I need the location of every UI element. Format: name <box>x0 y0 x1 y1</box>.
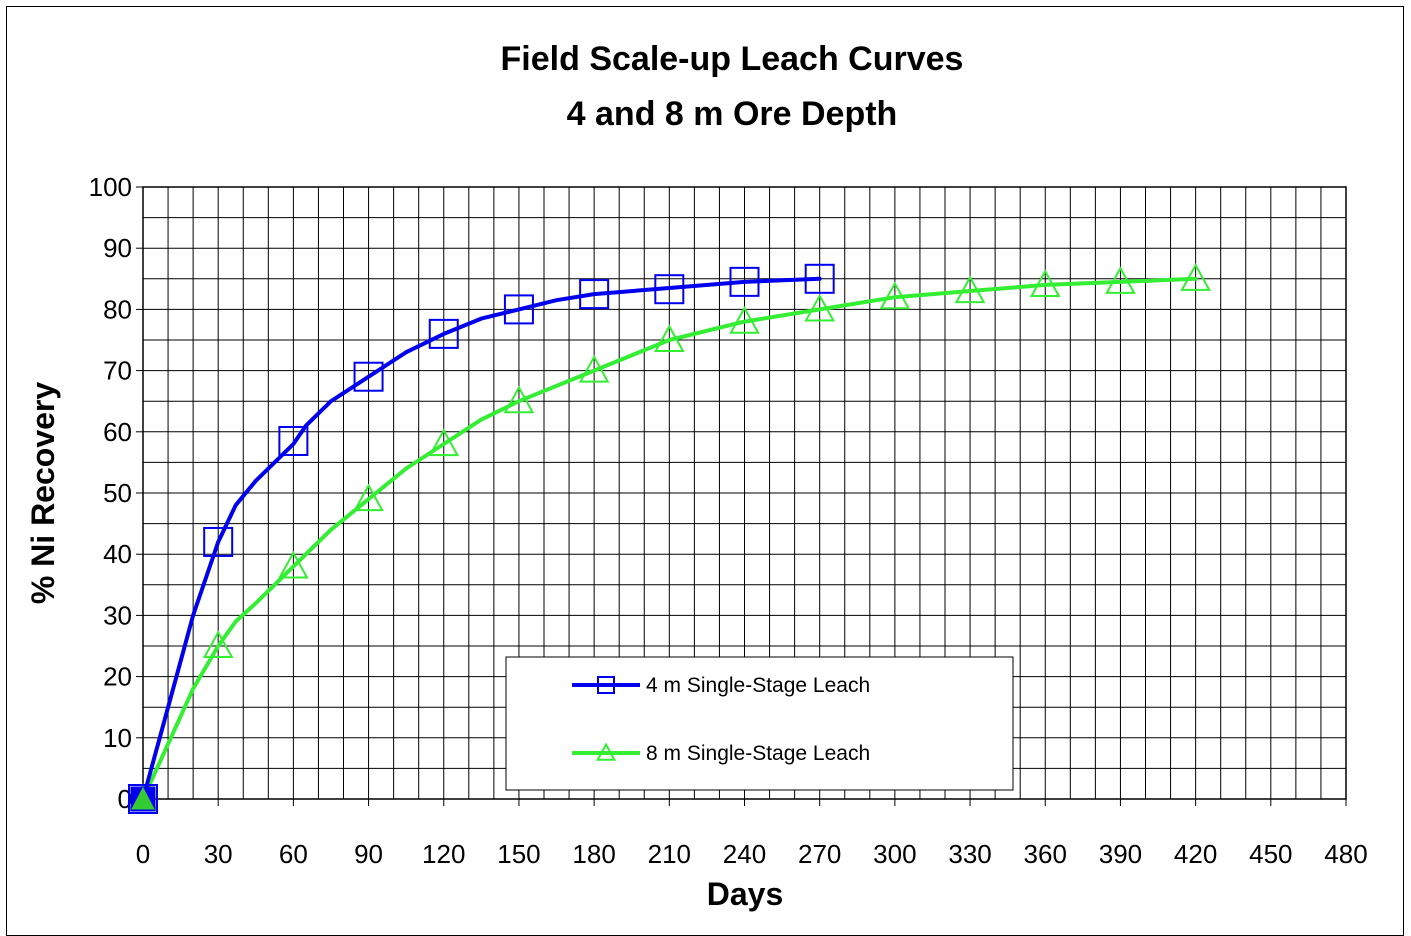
y-tick-label: 70 <box>103 356 132 386</box>
series-8m-marker <box>1029 269 1061 297</box>
series-4m-marker <box>729 266 760 297</box>
series-4m-marker <box>654 274 685 305</box>
x-tick-label: 450 <box>1249 839 1292 869</box>
series-8m-marker <box>804 293 836 322</box>
series-8m-marker <box>653 324 685 353</box>
x-tick-label: 150 <box>497 839 540 869</box>
x-tick-label: 390 <box>1099 839 1142 869</box>
y-tick-label: 90 <box>103 233 132 263</box>
series-8m-line <box>141 276 1198 801</box>
y-tick-label: 80 <box>103 294 132 324</box>
origin-marker-group <box>130 786 156 812</box>
series-8m-marker <box>578 354 610 383</box>
y-axis-label: % Ni Recovery <box>25 382 61 605</box>
series-8m-marker <box>202 630 234 659</box>
series-4m-marker <box>804 263 835 294</box>
y-tick-label: 10 <box>103 723 132 753</box>
series-4m-group <box>128 263 835 814</box>
legend-8m-marker-sample <box>595 742 617 761</box>
x-tick-label: 480 <box>1324 839 1367 869</box>
series-8m-marker <box>1105 266 1136 294</box>
x-tick-label: 60 <box>279 839 308 869</box>
series-4m-line <box>141 276 822 801</box>
y-tick-label: 30 <box>103 600 132 630</box>
legend-8m-entry: 8 m Single-Stage Leach <box>572 742 870 765</box>
x-tick-label: 330 <box>948 839 991 869</box>
series-4m-marker <box>353 361 384 392</box>
x-tick-label: 240 <box>723 839 766 869</box>
series-4m-marker <box>428 318 459 349</box>
x-tick-label: 120 <box>422 839 465 869</box>
series-4m-marker <box>278 425 309 456</box>
y-tick-label: 50 <box>103 478 132 508</box>
series-8m-marker <box>278 550 309 579</box>
x-tick-label: 90 <box>354 839 383 869</box>
legend-4m-entry: 4 m Single-Stage Leach <box>572 674 870 697</box>
series-4m-marker <box>579 279 610 310</box>
x-tick-label: 180 <box>572 839 615 869</box>
x-tick-label: 270 <box>798 839 841 869</box>
x-tick-label: 300 <box>873 839 916 869</box>
legend: 4 m Single-Stage Leach 8 m Single-Stage L… <box>505 656 1014 791</box>
x-tick-label: 360 <box>1024 839 1067 869</box>
series-8m-marker <box>729 305 760 334</box>
series-4m-marker <box>503 294 534 325</box>
legend-4m-label: 4 m Single-Stage Leach <box>646 674 870 697</box>
x-tick-label: 30 <box>204 839 233 869</box>
x-tick-label: 420 <box>1174 839 1217 869</box>
legend-box <box>505 656 1014 791</box>
y-tick-label: 100 <box>89 172 132 202</box>
x-tick-label: 0 <box>136 839 150 869</box>
x-tick-labels: 0 30 60 90 120 150 180 210 240 270 300 330 360 390 420… <box>136 799 1368 869</box>
legend-4m-marker-sample <box>597 676 615 694</box>
chart-subtitle: 4 and 8 m Ore Depth <box>567 95 898 133</box>
legend-8m-label: 8 m Single-Stage Leach <box>646 742 870 765</box>
series-4m-marker <box>203 526 234 557</box>
series-8m-marker <box>879 281 911 310</box>
series-8m-marker <box>503 385 535 414</box>
x-axis-label: Days <box>707 876 784 912</box>
series-8m-marker <box>954 275 986 304</box>
x-tick-label: 210 <box>648 839 691 869</box>
series-8m-marker <box>428 428 460 457</box>
series-layer <box>127 263 1211 814</box>
y-tick-label: 60 <box>103 417 132 447</box>
legend-items: 4 m Single-Stage Leach 8 m Single-Stage L… <box>572 674 870 765</box>
chart-title: Field Scale-up Leach Curves <box>501 40 964 78</box>
series-8m-marker <box>1180 263 1211 291</box>
grid <box>143 187 1346 799</box>
origin-triangle-marker <box>131 786 155 810</box>
y-tick-label: 40 <box>103 539 132 569</box>
series-8m-marker <box>353 483 384 512</box>
y-tick-label: 20 <box>103 662 132 692</box>
series-4m-marker <box>128 784 158 814</box>
